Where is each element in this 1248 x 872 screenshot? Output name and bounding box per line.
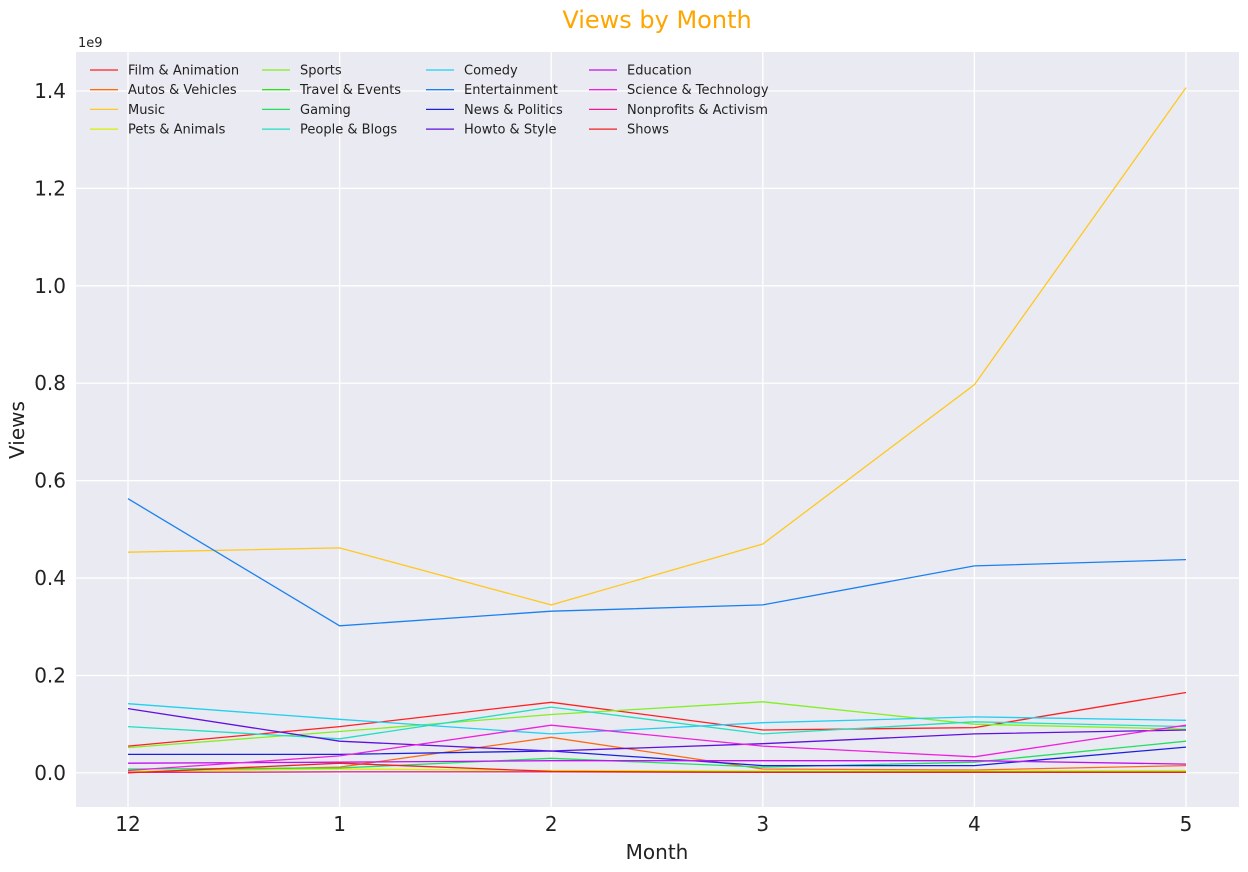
y-offset-label: 1e9 [78,36,103,51]
legend-label-news-politics: News & Politics [464,103,563,118]
x-tick-label: 1 [333,812,346,836]
legend-label-nonprofits-activism: Nonprofits & Activism [627,103,768,118]
series-line-comedy [127,703,1187,735]
plot-area [76,52,1239,807]
legend-label-travel-events: Travel & Events [299,83,401,98]
y-tick-label: 0.6 [34,469,66,493]
legend: Film & Animation Autos & Vehicles Music Pet… [90,64,769,138]
legend-label-entertainment: Entertainment [464,83,558,98]
y-tick-labels: 0.0 0.2 0.4 0.6 0.8 1.0 1.2 1.4 [34,79,66,785]
series-line-pets-animals [127,768,1187,773]
x-tick-label: 3 [756,812,769,836]
x-tick-label: 4 [968,812,981,836]
y-tick-label: 0.8 [34,371,66,395]
series-line-education [127,760,1187,765]
y-tick-label: 0.2 [34,663,66,687]
grid [76,52,1239,807]
x-tick-label: 5 [1180,812,1193,836]
legend-label-comedy: Comedy [464,64,518,79]
x-tick-label: 12 [115,812,140,836]
series-line-sports [127,701,1187,749]
y-tick-label: 0.4 [34,566,66,590]
series-line-gaming [127,740,1187,770]
x-tick-labels: 12 1 2 3 4 5 [115,812,1192,836]
legend-label-music: Music [128,103,165,118]
legend-label-autos-vehicles: Autos & Vehicles [128,83,237,98]
series-line-news-politics [128,746,1187,767]
legend-label-people-blogs: People & Blogs [300,123,397,138]
legend-label-sports: Sports [300,64,342,79]
series-line-people-blogs [127,706,1187,740]
legend-label-gaming: Gaming [300,103,351,118]
legend-label-film-animation: Film & Animation [128,64,239,79]
y-tick-label: 1.2 [34,176,66,200]
legend-label-howto-style: Howto & Style [464,123,556,138]
x-tick-label: 2 [545,812,558,836]
y-tick-label: 1.4 [34,79,66,103]
legend-label-pets-animals: Pets & Animals [128,123,226,138]
series-line-film-animation [127,691,1187,747]
series-line-music [127,87,1187,606]
series-line-science-technology [127,724,1187,772]
series-line-shows [127,762,1186,774]
y-tick-label: 1.0 [34,274,66,298]
series-line-howto-style [127,707,1187,752]
chart-title: Views by Month [562,6,751,34]
legend-label-shows: Shows [627,123,669,138]
series-line-entertainment [127,498,1187,627]
legend-label-education: Education [627,64,692,79]
y-tick-label: 0.0 [34,761,66,785]
x-axis-label: Month [626,840,689,864]
series-lines [127,87,1187,774]
y-axis-label: Views [5,401,29,459]
legend-label-science-technology: Science & Technology [627,83,769,98]
